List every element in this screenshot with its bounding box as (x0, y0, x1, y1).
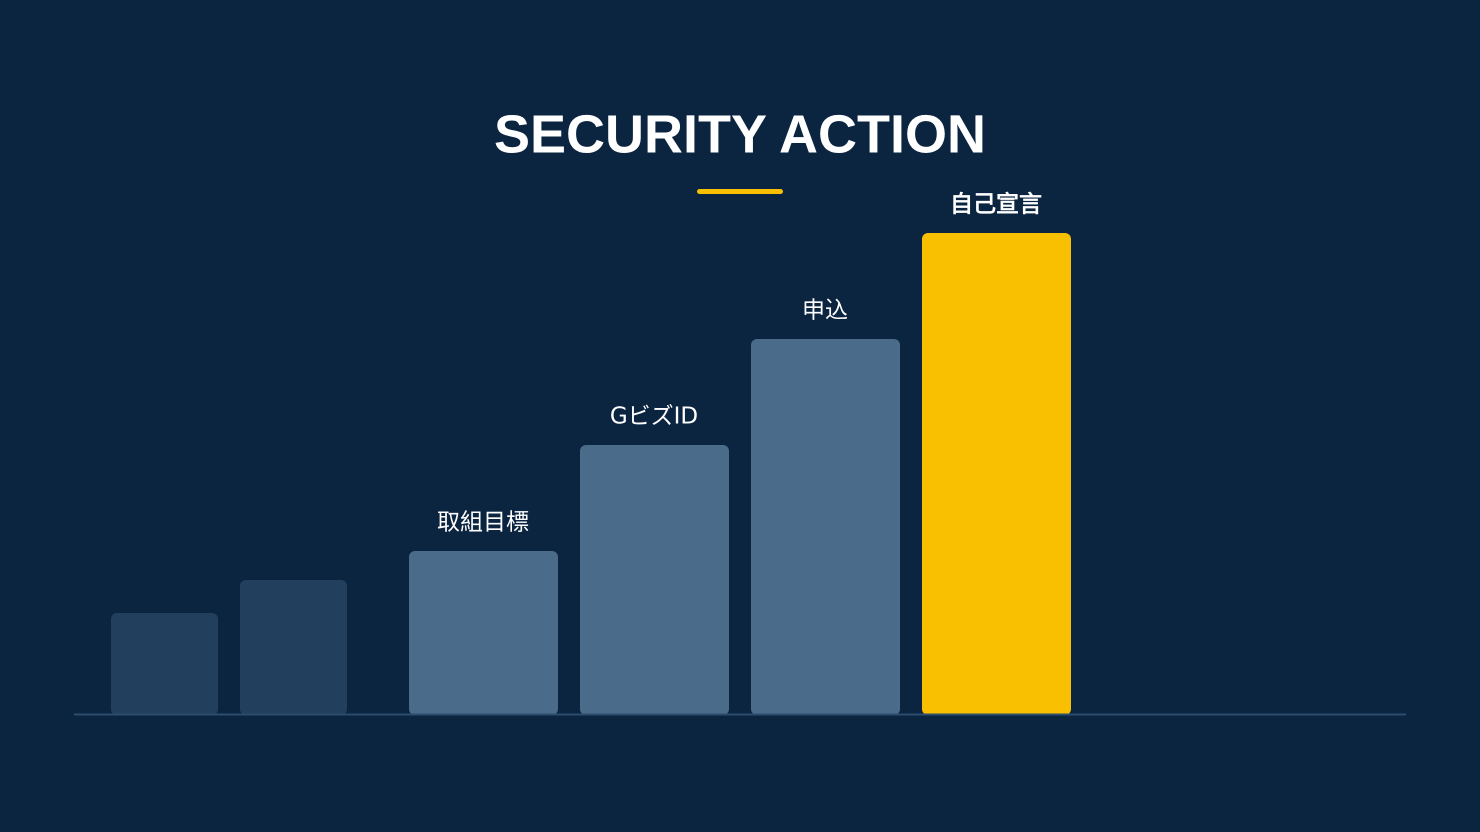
step-bar (409, 551, 558, 715)
step-label: 取組目標 (437, 510, 529, 536)
step-bar (240, 580, 347, 715)
title: SECURITY ACTION (494, 104, 986, 164)
title-underline (697, 189, 783, 194)
step-bar (111, 613, 218, 715)
step-label: 自己宣言 (950, 191, 1042, 218)
step-label: 申込 (802, 298, 848, 324)
step-bar (580, 445, 729, 715)
step-bar-highlight (922, 233, 1071, 715)
step-label: GビズID (610, 404, 698, 430)
step-bar (751, 339, 900, 715)
